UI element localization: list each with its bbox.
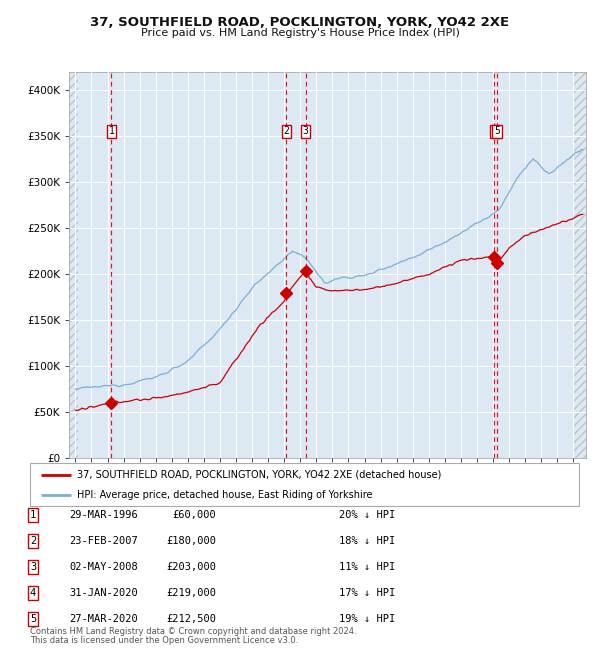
Text: £60,000: £60,000 [172,510,216,520]
Text: 27-MAR-2020: 27-MAR-2020 [69,614,138,624]
Text: 37, SOUTHFIELD ROAD, POCKLINGTON, YORK, YO42 2XE (detached house): 37, SOUTHFIELD ROAD, POCKLINGTON, YORK, … [77,470,441,480]
Text: 19% ↓ HPI: 19% ↓ HPI [339,614,395,624]
Text: 4: 4 [491,127,497,136]
Text: 2: 2 [284,127,289,136]
Text: 5: 5 [30,614,36,624]
Text: £212,500: £212,500 [166,614,216,624]
Text: £180,000: £180,000 [166,536,216,546]
Text: 11% ↓ HPI: 11% ↓ HPI [339,562,395,572]
Text: 2: 2 [30,536,36,546]
Text: Contains HM Land Registry data © Crown copyright and database right 2024.: Contains HM Land Registry data © Crown c… [30,627,356,636]
Text: Price paid vs. HM Land Registry's House Price Index (HPI): Price paid vs. HM Land Registry's House … [140,28,460,38]
Bar [69,72,78,458]
Text: This data is licensed under the Open Government Licence v3.0.: This data is licensed under the Open Gov… [30,636,298,645]
Text: £219,000: £219,000 [166,588,216,598]
Text: 18% ↓ HPI: 18% ↓ HPI [339,536,395,546]
Text: 3: 3 [30,562,36,572]
Text: HPI: Average price, detached house, East Riding of Yorkshire: HPI: Average price, detached house, East… [77,490,372,500]
FancyBboxPatch shape [30,463,579,506]
Text: 4: 4 [30,588,36,598]
Text: £203,000: £203,000 [166,562,216,572]
Text: 29-MAR-1996: 29-MAR-1996 [69,510,138,520]
Text: 37, SOUTHFIELD ROAD, POCKLINGTON, YORK, YO42 2XE: 37, SOUTHFIELD ROAD, POCKLINGTON, YORK, … [91,16,509,29]
Bar [574,72,586,458]
Text: 3: 3 [302,127,308,136]
Text: 23-FEB-2007: 23-FEB-2007 [69,536,138,546]
Text: 1: 1 [30,510,36,520]
Text: 17% ↓ HPI: 17% ↓ HPI [339,588,395,598]
Text: 5: 5 [494,127,500,136]
Text: 31-JAN-2020: 31-JAN-2020 [69,588,138,598]
Text: 20% ↓ HPI: 20% ↓ HPI [339,510,395,520]
Text: 1: 1 [109,127,115,136]
Text: 02-MAY-2008: 02-MAY-2008 [69,562,138,572]
